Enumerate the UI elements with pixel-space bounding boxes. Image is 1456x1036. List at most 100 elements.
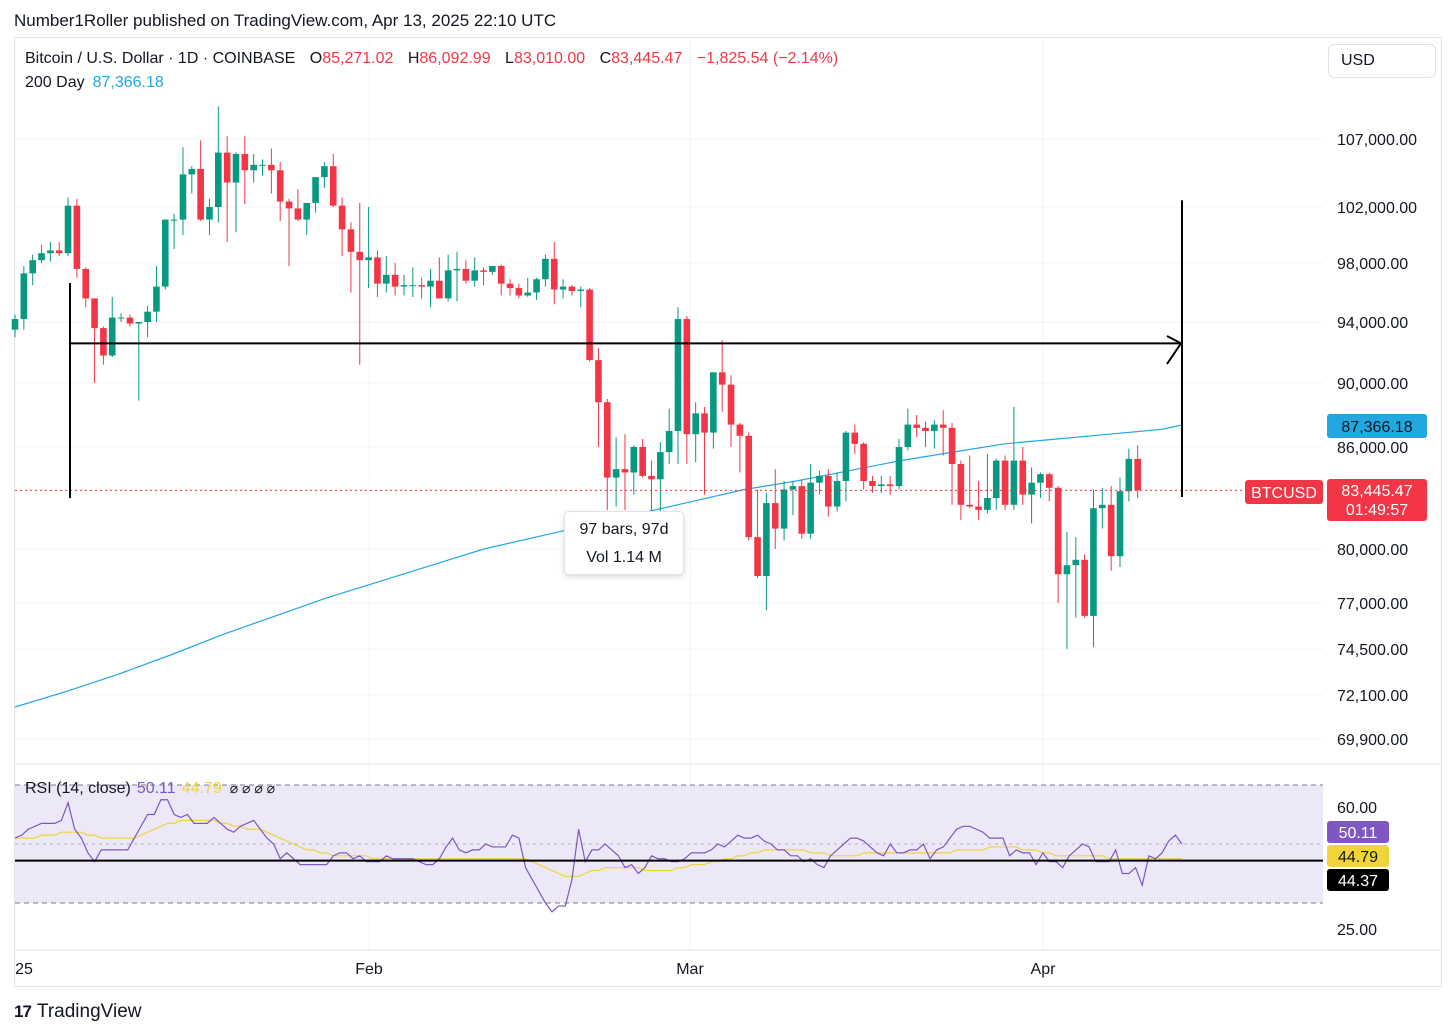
candle — [533, 277, 540, 300]
candle — [816, 470, 823, 495]
currency-button[interactable]: USD — [1328, 44, 1436, 78]
candle — [1090, 489, 1097, 648]
candle-body — [904, 424, 912, 447]
candle-body — [1099, 504, 1106, 509]
candle — [1054, 486, 1062, 603]
candle-body — [276, 170, 284, 202]
ma-label: 200 Day — [25, 74, 85, 91]
candle-body — [895, 447, 903, 487]
rsi-legend[interactable]: RSI (14, close) 50.11 44.79 ⌀ ⌀ ⌀ ⌀ — [25, 780, 275, 798]
time-axis-tick: 25 — [15, 961, 33, 978]
candle — [489, 265, 496, 275]
candle-body — [418, 285, 425, 287]
candle — [462, 260, 470, 284]
candle-body — [878, 484, 885, 487]
candle — [391, 263, 399, 296]
candle-body — [285, 201, 293, 209]
candle-body — [391, 274, 399, 287]
candle-body — [780, 489, 788, 529]
candle-body — [312, 177, 319, 203]
candle — [860, 442, 867, 490]
candle — [586, 288, 593, 362]
candle-body — [232, 153, 240, 183]
symbol-badge: BTCUSD — [1251, 485, 1317, 502]
rsi-value: 50.11 — [136, 780, 176, 797]
candle-body — [506, 283, 514, 289]
candle — [338, 197, 346, 256]
candle — [276, 162, 284, 221]
candle — [161, 219, 169, 290]
measure-arrow-head — [1166, 335, 1183, 365]
candle-body — [268, 164, 275, 171]
last-price-badge: 83,445.47 — [1341, 483, 1412, 500]
candle-body — [992, 460, 1000, 498]
price-axis-tick: 77,000.00 — [1337, 596, 1408, 613]
candle-body — [674, 319, 682, 431]
candle — [321, 162, 328, 188]
candle-body — [170, 219, 178, 221]
tradingview-logo-icon: 17 — [14, 1002, 32, 1021]
candle-body — [294, 208, 302, 220]
candle-body — [869, 481, 876, 487]
candle — [82, 267, 90, 308]
candle-body — [20, 273, 28, 320]
candle — [922, 421, 929, 447]
candle — [1107, 486, 1115, 571]
candle — [215, 106, 222, 223]
candle-body — [789, 486, 797, 490]
candle — [153, 265, 160, 322]
symbol-title[interactable]: Bitcoin / U.S. Dollar · 1D · COINBASE — [25, 50, 296, 67]
candle — [674, 307, 682, 464]
candle — [718, 340, 726, 412]
candle-body — [117, 317, 125, 319]
candle — [621, 434, 629, 510]
last-price-badge-bg — [1327, 479, 1427, 521]
candle — [1010, 407, 1018, 510]
candle — [542, 254, 549, 287]
candle — [524, 277, 532, 297]
ruler-tooltip: 97 bars, 97d Vol 1.14 M — [564, 511, 684, 575]
ma-legend[interactable]: 200 Day 87,366.18 — [25, 74, 164, 92]
candle-body — [763, 503, 770, 576]
candle-body — [913, 424, 920, 428]
candle — [1099, 487, 1106, 529]
candle-body — [1134, 458, 1141, 491]
candle-body — [153, 286, 160, 312]
candle — [427, 268, 434, 308]
candle — [736, 423, 744, 473]
tradingview-brand[interactable]: 17 TradingView — [14, 1001, 141, 1023]
candle — [11, 314, 19, 338]
ma-price-badge: 87,366.18 — [1341, 419, 1412, 436]
candle — [436, 257, 443, 299]
candle-body — [1045, 474, 1053, 488]
rsi-axis-tick-25: 25.00 — [1337, 922, 1377, 939]
candle-body — [984, 498, 991, 510]
candle-body — [550, 258, 558, 290]
open-label: O — [309, 50, 323, 67]
candle-body — [710, 372, 717, 433]
candle — [241, 136, 249, 205]
candle-body — [47, 250, 54, 254]
price-axis-tick: 80,000.00 — [1337, 542, 1408, 559]
candle — [223, 136, 231, 242]
candle-body — [639, 447, 646, 476]
candle — [869, 475, 876, 493]
candle — [603, 399, 611, 510]
candle — [1072, 537, 1080, 618]
candle-body — [382, 274, 390, 284]
candle — [683, 316, 691, 464]
candle-body — [126, 317, 134, 324]
brand-name: TradingView — [36, 1001, 142, 1022]
candle-body — [1054, 487, 1062, 575]
candle-body — [860, 443, 867, 481]
candle — [639, 439, 646, 478]
candle — [480, 267, 487, 286]
change-value: −1,825.54 (−2.14%) — [696, 50, 839, 67]
candle-body — [356, 251, 364, 261]
candle — [745, 432, 753, 541]
candle — [1001, 455, 1009, 510]
candle-body — [1001, 460, 1009, 505]
candle-body — [444, 270, 452, 299]
candle-body — [718, 372, 726, 385]
